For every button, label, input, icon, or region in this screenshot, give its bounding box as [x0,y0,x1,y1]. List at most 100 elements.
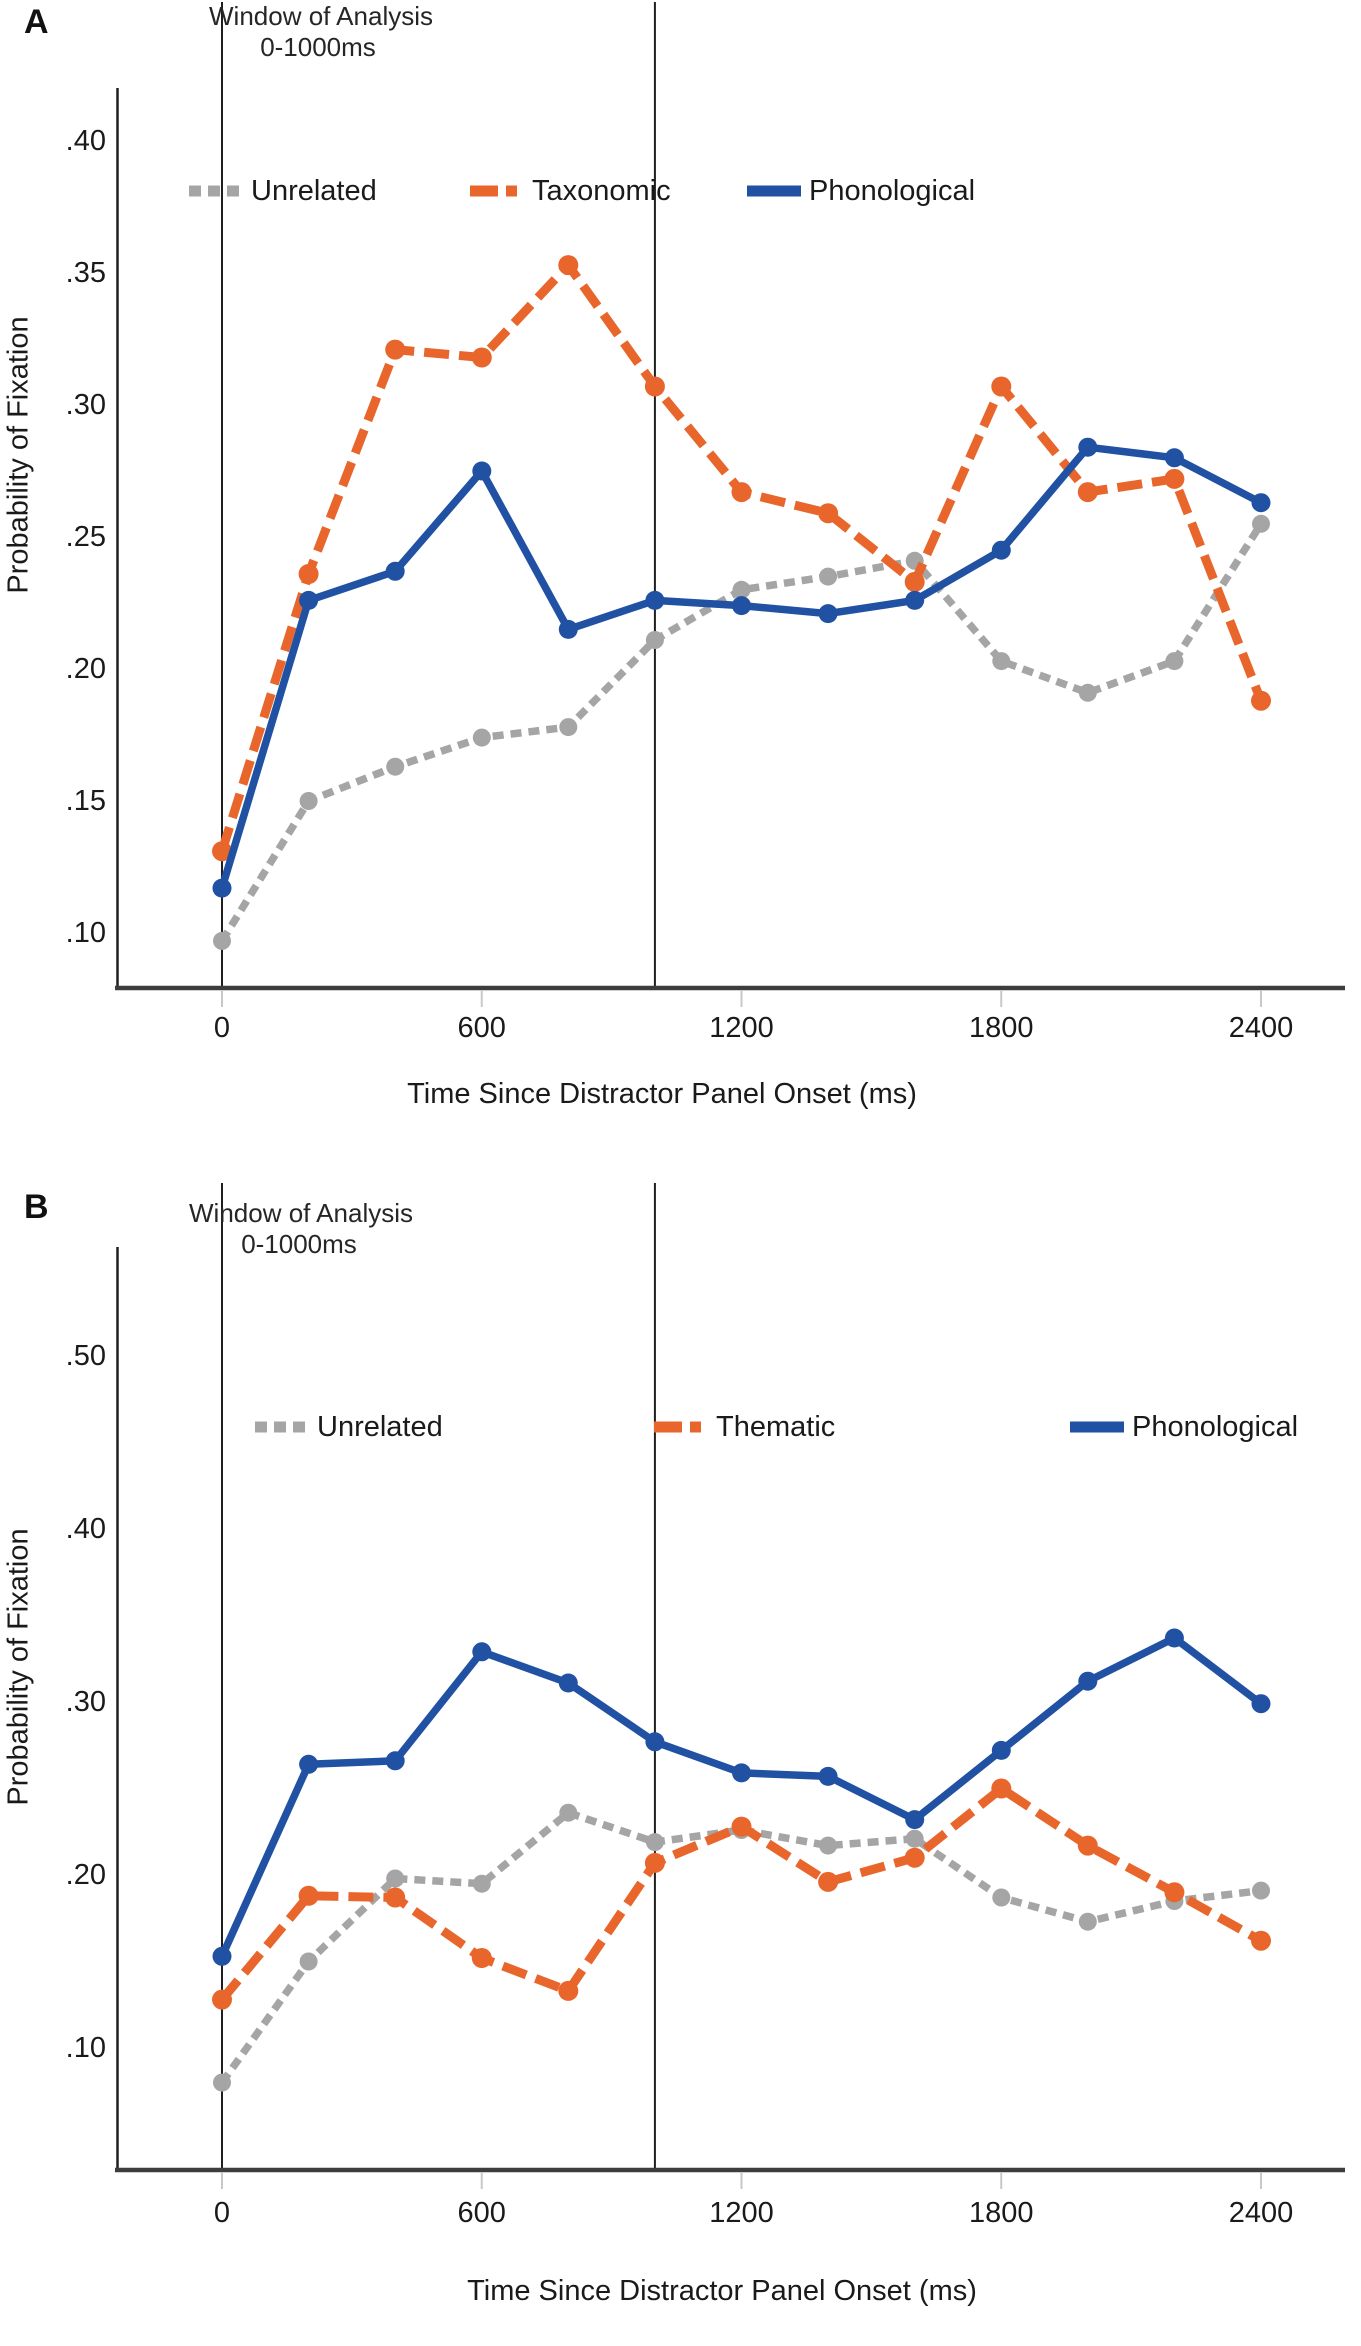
panel-a-series-taxonomic-data-point [904,571,925,592]
panel-a-series-unrelated-data-point [1165,652,1184,671]
panel-a-series-unrelated-data-point [559,718,578,737]
panel-b-y-tick-label: .10 [66,2032,106,2064]
panel-a-window-title-line2: 0-1000ms [260,32,376,62]
panel-b-series-unrelated-data-point [905,1829,924,1848]
panel-a-y-tick-label: .15 [66,785,106,817]
panel-a-series-phonological-line [218,443,1263,890]
panel-b-series-thematic-data-point [818,1871,839,1892]
panel-b-series-phonological-data-point [732,1763,751,1783]
panel-b-series-unrelated-data-point [213,2073,231,2092]
panel-a-series-phonological-data-point [1078,437,1098,457]
panel-b-series-phonological-data-point [558,1673,578,1693]
panel-b-series-thematic-data-point [558,1980,579,2001]
panel-b-y-axis-title: Probability of Fixation [2,1528,35,1806]
panel-a-series-taxonomic-data-point [471,347,492,368]
panel-a-x-tick-label: 2400 [1229,1012,1294,1044]
panel-a-y-tick-label: .20 [66,653,106,685]
panel-b-x-axis-title: Time Since Distractor Panel Onset (ms) [467,2275,977,2307]
panel-b-series-thematic-data-point [385,1887,406,1908]
panel-b-series-thematic-data-point [731,1816,752,1837]
panel-a-x-tick-label: 1200 [709,1012,774,1044]
panel-a-series-taxonomic-data-point [1164,468,1185,489]
panel-a-series-unrelated-data-point [992,652,1011,671]
panel-b-legend-label-thematic: Thematic [716,1410,836,1443]
panel-a-series-unrelated-data-point [299,792,318,810]
panel-b-series-thematic-data-point [471,1948,492,1968]
panel-b-series-unrelated-data-point [386,1869,405,1888]
panel-a-window-title-line1: Window of Analysis [209,1,433,31]
panel-b-series-thematic-data-point [644,1852,665,1873]
panel-b-series-phonological-data-point [818,1766,838,1786]
panel-a-series-phonological-data-point [645,590,665,610]
panel-a-series-taxonomic-line [217,260,1266,853]
panel-b-series-phonological-data-point [1164,1628,1184,1648]
panel-b-y-tick-label: .30 [66,1686,106,1718]
panel-a-y-axis-title: Probability of Fixation [2,316,35,594]
panel-a-legend-label-phonological: Phonological [809,174,976,207]
panel-b-series-unrelated-data-point [299,1952,318,1971]
panel-a-series-taxonomic-data-point [385,339,406,360]
panel-b-legend-item-unrelated: Unrelated [253,1411,443,1443]
panel-a-series-unrelated-data-point [1078,683,1097,702]
panel-b-y-tick-label: .20 [66,1859,106,1891]
panel-b-series-thematic-data-point [991,1778,1012,1799]
panel-a-legend-item-phonological: Phonological [745,175,975,207]
panel-a-series-taxonomic-data-point [644,376,665,397]
panel-b-x-tick-label: 1800 [969,2197,1034,2229]
panel-a-legend-label-taxonomic: Taxonomic [532,174,671,207]
panel-b-series-unrelated-data-point [1252,1881,1270,1900]
panel-a-series-phonological-data-point [905,590,925,610]
panel-a-series-unrelated-data-point [732,580,751,599]
panel-a-series-unrelated-data-point [386,757,405,776]
panel-a-legend-swatch-taxonomic-icon [470,185,524,197]
panel-b-y-tick-label: .50 [66,1340,106,1372]
panel-a-x-tick-label: 0 [214,1012,230,1044]
panel-b-series-phonological-data-point [385,1751,405,1771]
panel-a-series-phonological-data-point [385,561,405,581]
panel-b-legend-swatch-thematic-icon [654,1421,708,1433]
panel-b-window-title-line1: Window of Analysis [189,1198,413,1228]
panel-a-legend-item-unrelated: Unrelated [187,175,377,207]
panel-a-y-tick-label: .35 [66,257,106,289]
panel-b-legend-item-thematic: Thematic [652,1411,835,1443]
panel-a-series-phonological-data-point [299,590,319,610]
panel-a-series-phonological-data-point [991,540,1011,560]
panel-b-legend-swatch-phonological-icon [1070,1421,1124,1433]
panel-a-series-unrelated-data-point [472,728,491,747]
panel-b-series-phonological-data-point [991,1740,1011,1760]
panel-b-window-title-line2: 0-1000ms [241,1229,357,1259]
panel-b-series-phonological-data-point [299,1754,319,1774]
panel-a-series-phonological-data-point [1164,448,1184,468]
panel-b-series-phonological-data-point [212,1946,232,1966]
panel-a-series-phonological-data-point [818,604,838,624]
panel-b-letter: B [24,1188,49,1226]
panel-a-series-taxonomic-data-point [818,503,839,524]
panel-a-legend-item-taxonomic: Taxonomic [468,175,671,207]
panel-a-legend-swatch-phonological-icon [747,185,801,197]
panel-b-series-thematic-data-point [298,1885,319,1906]
panel-b-legend-swatch-unrelated-icon [255,1421,309,1433]
panel-a-x-tick-label: 600 [458,1012,506,1044]
panel-a-series-phonological-data-point [558,619,578,639]
panel-b-x-tick-label: 1200 [709,2197,774,2229]
panel-b-series-unrelated-data-point [472,1874,491,1893]
panel-b-series-thematic-data-point [1164,1882,1185,1903]
panel-b-series-unrelated-data-point [992,1888,1011,1907]
panel-a-x-tick-label: 1800 [969,1012,1034,1044]
panel-b-legend-label-unrelated: Unrelated [317,1410,443,1443]
panel-b-series-phonological-data-point [1251,1694,1271,1714]
panel-a-series-taxonomic-data-point [212,841,232,862]
panel-a-series-taxonomic-data-point [558,255,579,276]
panel-b-x-tick-label: 600 [458,2197,506,2229]
panel-b-series-phonological-data-point [645,1732,665,1752]
panel-a-series-phonological-data-point [472,461,492,481]
panel-a-letter: A [24,3,49,41]
panel-a-series-unrelated-data-point [1252,514,1270,533]
panel-a-y-tick-label: .25 [66,521,106,553]
panel-a-series-unrelated-data-point [213,931,231,950]
panel-b-series-unrelated-data-point [559,1803,578,1822]
panel-b-series-unrelated-data-point [645,1833,664,1852]
panel-b-series-thematic-data-point [1077,1835,1098,1856]
